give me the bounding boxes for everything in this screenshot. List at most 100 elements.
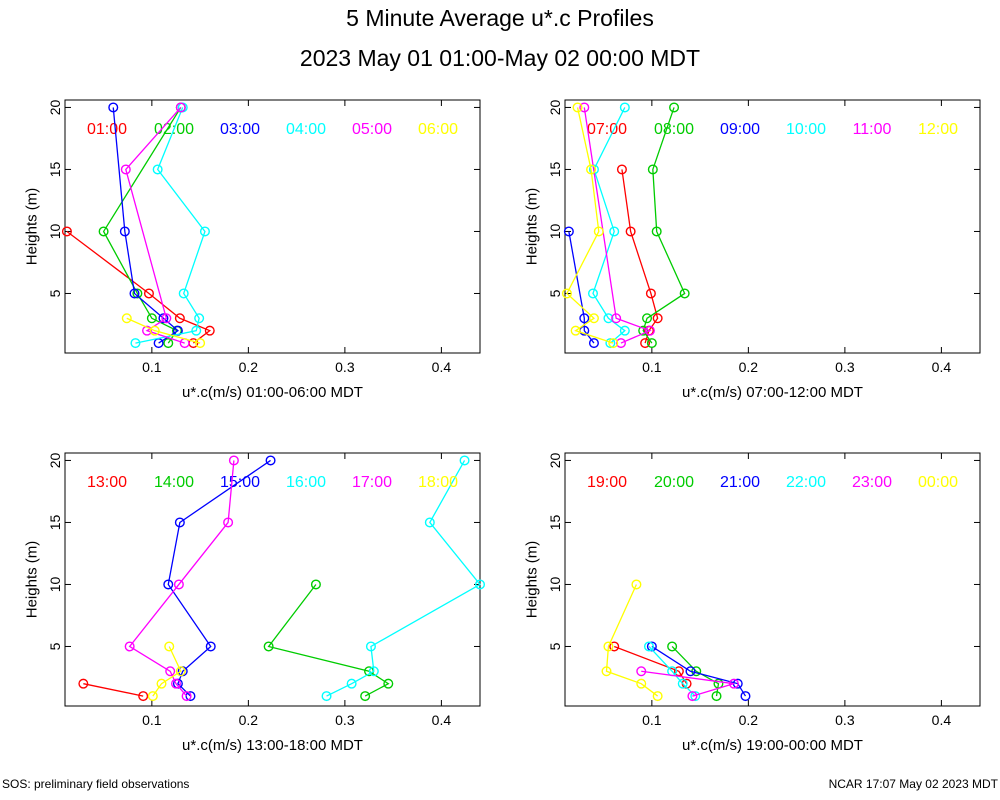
legend-entry: 00:00 <box>918 474 958 491</box>
series-1300 <box>78 678 149 702</box>
data-point <box>679 288 690 299</box>
data-point <box>643 641 654 652</box>
data-point <box>223 517 234 528</box>
y-axis-label: Heights (m) <box>24 541 41 619</box>
data-point <box>158 313 169 324</box>
data-point <box>646 641 657 652</box>
series-1600 <box>321 455 486 702</box>
data-point <box>143 288 154 299</box>
legend-entry: 15:00 <box>220 474 260 491</box>
data-point <box>120 164 131 175</box>
data-point <box>685 666 696 677</box>
series-line <box>641 670 735 697</box>
y-tick-label: 20 <box>547 99 563 115</box>
x-tick-label: 0.4 <box>432 359 452 375</box>
legend-entry: 23:00 <box>852 474 892 491</box>
series-1100 <box>579 102 655 349</box>
x-tick-label: 0.4 <box>932 359 952 375</box>
series-line <box>651 645 747 697</box>
x-axis-label: u*.c(m/s) 07:00-12:00 MDT <box>682 384 863 401</box>
data-point <box>579 313 590 324</box>
data-point <box>677 678 688 689</box>
plot-frame <box>564 99 981 354</box>
series-line <box>566 107 614 344</box>
data-point <box>130 338 141 349</box>
plot-frame <box>64 99 481 354</box>
x-tick-label: 0.3 <box>835 712 855 728</box>
data-point <box>164 641 175 652</box>
data-point <box>132 288 143 299</box>
data-point <box>163 579 174 590</box>
series-0600 <box>121 313 206 349</box>
data-point <box>108 102 119 113</box>
footer-note: SOS: preliminary field observations <box>2 777 190 791</box>
series-line <box>135 107 206 344</box>
series-line <box>621 169 659 344</box>
x-tick-label: 0.3 <box>335 712 355 728</box>
y-tick-label: 15 <box>47 161 63 177</box>
series-line <box>267 584 390 697</box>
data-point <box>636 678 647 689</box>
data-point <box>603 641 614 652</box>
data-point <box>645 288 656 299</box>
data-point <box>651 226 662 237</box>
legend-entry: 10:00 <box>786 121 826 138</box>
series-line <box>152 646 182 697</box>
series-0300 <box>108 102 183 349</box>
y-tick-label: 10 <box>47 576 63 592</box>
data-point <box>149 325 160 336</box>
series-line <box>326 460 481 697</box>
data-point <box>601 666 612 677</box>
data-point <box>178 288 189 299</box>
data-point <box>690 691 701 702</box>
y-tick-label: 10 <box>547 576 563 592</box>
data-point <box>175 666 186 677</box>
legend-entry: 05:00 <box>352 121 392 138</box>
chart-panel-1: 0.1 0.2 0.3 0.4 5 10 15 20 u*.c(m/s) 01:00-06:00… <box>24 99 481 401</box>
data-point <box>265 455 276 466</box>
plot-frame <box>564 452 981 707</box>
data-point <box>61 226 72 237</box>
data-point <box>586 164 597 175</box>
data-point <box>728 678 739 689</box>
data-point <box>619 325 630 336</box>
data-point <box>619 102 630 113</box>
series-line <box>128 460 235 697</box>
data-point <box>459 455 470 466</box>
data-point <box>669 102 680 113</box>
data-point <box>625 226 636 237</box>
x-tick-label: 0.3 <box>335 359 355 375</box>
series-0500 <box>120 102 190 349</box>
data-point <box>121 313 132 324</box>
series-0200 <box>98 102 186 349</box>
chart-panel-4: 0.1 0.2 0.3 0.4 5 10 15 20 u*.c(m/s) 19:00-00:00… <box>524 452 981 754</box>
x-tick-label: 0.1 <box>642 712 662 728</box>
x-tick-label: 0.1 <box>142 712 162 728</box>
y-tick-label: 20 <box>547 452 563 468</box>
series-line <box>102 107 182 344</box>
data-point <box>360 691 371 702</box>
legend-entry: 18:00 <box>418 474 458 491</box>
data-point <box>263 641 274 652</box>
y-axis-label: Heights (m) <box>524 188 541 266</box>
series-0400 <box>130 102 210 349</box>
data-point <box>652 313 663 324</box>
legend-entry: 17:00 <box>352 474 392 491</box>
legend-entry: 22:00 <box>786 474 826 491</box>
data-point <box>368 666 379 677</box>
data-point <box>204 325 215 336</box>
data-point <box>170 678 181 689</box>
data-point <box>138 691 149 702</box>
series-1500 <box>163 455 276 702</box>
legend-entry: 21:00 <box>720 474 760 491</box>
chart-panel-2: 0.1 0.2 0.3 0.4 5 10 15 20 u*.c(m/s) 07:00-12:00… <box>524 99 981 401</box>
series-1200 <box>561 102 619 349</box>
data-point <box>711 691 722 702</box>
data-point <box>124 641 135 652</box>
series-0100 <box>61 226 215 349</box>
data-point <box>616 164 627 175</box>
data-point <box>424 517 435 528</box>
data-point <box>563 226 574 237</box>
data-point <box>321 691 332 702</box>
legend-entry: 13:00 <box>87 474 127 491</box>
